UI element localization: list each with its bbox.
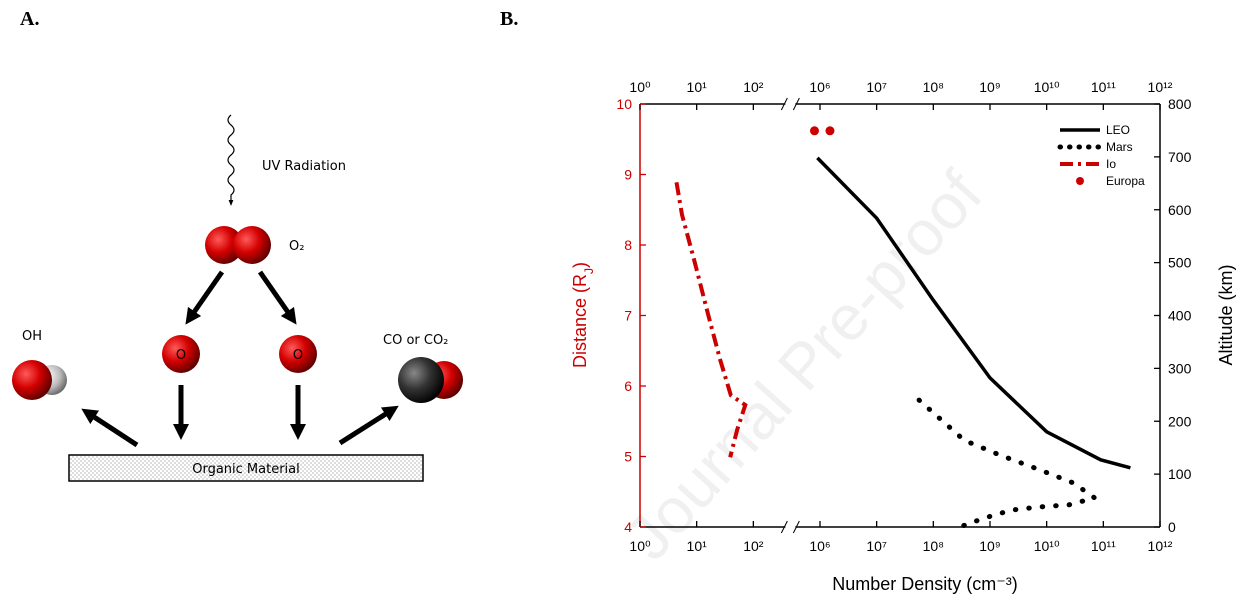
y2-tick-label: 800 <box>1168 96 1192 112</box>
legend-label: Mars <box>1106 140 1133 154</box>
x-top-tick-label: 10⁰ <box>629 79 651 95</box>
axis-break <box>780 97 788 111</box>
y2-tick-label: 0 <box>1168 519 1176 535</box>
y2-tick-label: 200 <box>1168 413 1192 429</box>
o-atom <box>12 360 52 400</box>
legend-label: LEO <box>1106 123 1130 137</box>
diagram: UV Radiation O₂ O O OH CO or CO₂ Organic… <box>12 114 463 482</box>
panel-label: A. <box>20 8 39 30</box>
x-tick-label: 10⁶ <box>809 538 830 554</box>
o-label: O <box>293 348 303 363</box>
legend-marker <box>1076 177 1084 185</box>
o2-label: O₂ <box>289 239 304 254</box>
y-tick-label: 4 <box>624 519 632 535</box>
c-atom <box>398 357 444 403</box>
material-label: Organic Material <box>192 462 300 477</box>
x-tick-label: 10¹⁰ <box>1034 538 1060 554</box>
arrow <box>81 408 139 448</box>
uv-label: UV Radiation <box>262 159 346 174</box>
o2-atom <box>205 226 243 264</box>
x-top-tick-label: 10¹ <box>687 79 708 95</box>
axis-break <box>792 520 800 534</box>
o-label: O <box>176 348 186 363</box>
y-axis-label-text: Distance (R <box>570 274 590 368</box>
o-atom <box>162 335 200 373</box>
series-line <box>674 181 748 458</box>
x-tick-label: 10⁷ <box>866 538 887 554</box>
x-tick-label: 10¹ <box>687 538 708 554</box>
o-atom <box>279 335 317 373</box>
y2-tick-label: 300 <box>1168 360 1192 376</box>
x-top-tick-label: 10⁸ <box>923 79 945 95</box>
y2-tick-label: 500 <box>1168 255 1192 271</box>
series-line <box>816 156 1131 470</box>
point <box>809 126 819 136</box>
panel-label: B. <box>500 8 518 30</box>
y2-tick-label: 600 <box>1168 202 1192 218</box>
x-tick-label: 10¹² <box>1148 538 1173 554</box>
point <box>825 126 835 136</box>
x-tick-label: 10¹¹ <box>1091 538 1116 554</box>
y-tick-label: 10 <box>616 96 632 112</box>
x-top-tick-label: 10⁷ <box>866 79 887 95</box>
arrow <box>338 405 399 446</box>
oh-label: OH <box>22 329 42 344</box>
y2-tick-label: 700 <box>1168 149 1192 165</box>
y2-tick-label: 100 <box>1168 466 1192 482</box>
watermark: Journal Pre-proof <box>611 157 996 573</box>
co-label: CO or CO₂ <box>383 333 448 348</box>
x-top-tick-label: 10⁹ <box>979 79 1001 95</box>
o2-atom <box>233 226 271 264</box>
axis-break <box>780 520 788 534</box>
y-axis-label-tail: ) <box>570 262 590 268</box>
y-tick-label: 8 <box>624 237 632 253</box>
x-tick-label: 10⁸ <box>923 538 945 554</box>
material-box <box>68 454 424 482</box>
y-tick-label: 7 <box>624 308 632 324</box>
x-top-tick-label: 10¹² <box>1148 79 1173 95</box>
x-tick-label: 10⁹ <box>979 538 1001 554</box>
y2-tick-label: 400 <box>1168 308 1192 324</box>
x-top-tick-label: 10¹¹ <box>1091 79 1116 95</box>
arrow <box>185 270 225 325</box>
x-top-tick-label: 10² <box>743 79 764 95</box>
y-tick-label: 5 <box>624 449 632 465</box>
x-tick-label: 10⁰ <box>629 538 651 554</box>
y-tick-label: 6 <box>624 378 632 394</box>
x-top-tick-label: 10⁶ <box>809 79 830 95</box>
legend-label: Europa <box>1106 174 1145 188</box>
x-tick-label: 10² <box>743 538 764 554</box>
y-tick-label: 9 <box>624 167 632 183</box>
x-axis-label: Number Density (cm⁻³) <box>832 574 1018 594</box>
arrow <box>257 270 297 325</box>
y2-axis-label: Altitude (km) <box>1216 264 1236 365</box>
x-top-tick-label: 10¹⁰ <box>1034 79 1060 95</box>
y-axis-label-sub: J <box>582 268 596 274</box>
uv-arrow <box>227 114 235 206</box>
legend-label: Io <box>1106 157 1116 171</box>
axis-break <box>792 97 800 111</box>
series-line <box>916 397 1101 529</box>
y-axis-label: Distance (RJ) <box>570 262 596 368</box>
